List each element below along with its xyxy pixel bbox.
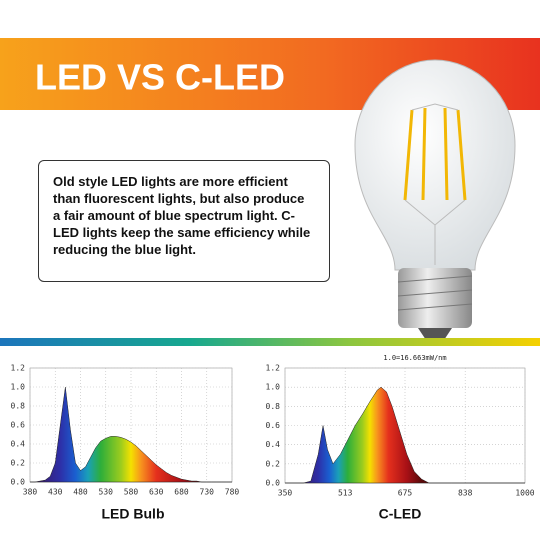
x-tick-label: 780 bbox=[225, 488, 240, 497]
annotation: 1.0=16.663mW/nm bbox=[383, 354, 446, 362]
y-tick-label: 0.2 bbox=[11, 459, 26, 468]
y-tick-label: 1.0 bbox=[11, 383, 26, 392]
x-tick-label: 350 bbox=[278, 489, 293, 498]
spectrum-area bbox=[285, 386, 525, 484]
x-tick-label: 630 bbox=[149, 488, 164, 497]
bulb bbox=[354, 59, 516, 340]
y-tick-label: 0.6 bbox=[11, 421, 26, 430]
y-tick-label: 0.2 bbox=[266, 459, 281, 468]
x-tick-label: 380 bbox=[23, 488, 38, 497]
chart-title: C-LED bbox=[379, 506, 422, 522]
y-tick-label: 1.2 bbox=[266, 364, 281, 373]
y-tick-label: 0.8 bbox=[266, 402, 281, 411]
y-tick-label: 0.6 bbox=[266, 421, 281, 430]
description: Old style LED lights are more efficient … bbox=[38, 160, 330, 282]
y-tick-label: 0.0 bbox=[266, 479, 281, 488]
y-tick-label: 0.0 bbox=[11, 478, 26, 487]
y-tick-label: 0.4 bbox=[11, 440, 26, 449]
chart-title: LED Bulb bbox=[102, 506, 165, 522]
x-tick-label: 530 bbox=[99, 488, 114, 497]
x-tick-label: 1000 bbox=[515, 489, 534, 498]
y-tick-label: 1.0 bbox=[266, 383, 281, 392]
x-tick-label: 675 bbox=[398, 489, 413, 498]
x-tick-label: 513 bbox=[338, 489, 353, 498]
y-tick-label: 0.8 bbox=[11, 402, 26, 411]
x-tick-label: 680 bbox=[174, 488, 189, 497]
x-tick-label: 580 bbox=[124, 488, 139, 497]
x-tick-label: 838 bbox=[458, 489, 473, 498]
header-title: LED VS C-LED bbox=[35, 57, 285, 98]
spectrum-area bbox=[30, 386, 232, 483]
x-tick-label: 480 bbox=[73, 488, 88, 497]
y-tick-label: 0.4 bbox=[266, 440, 281, 449]
y-tick-label: 1.2 bbox=[11, 364, 26, 373]
x-tick-label: 430 bbox=[48, 488, 63, 497]
x-tick-label: 730 bbox=[200, 488, 215, 497]
divider bbox=[0, 338, 540, 346]
